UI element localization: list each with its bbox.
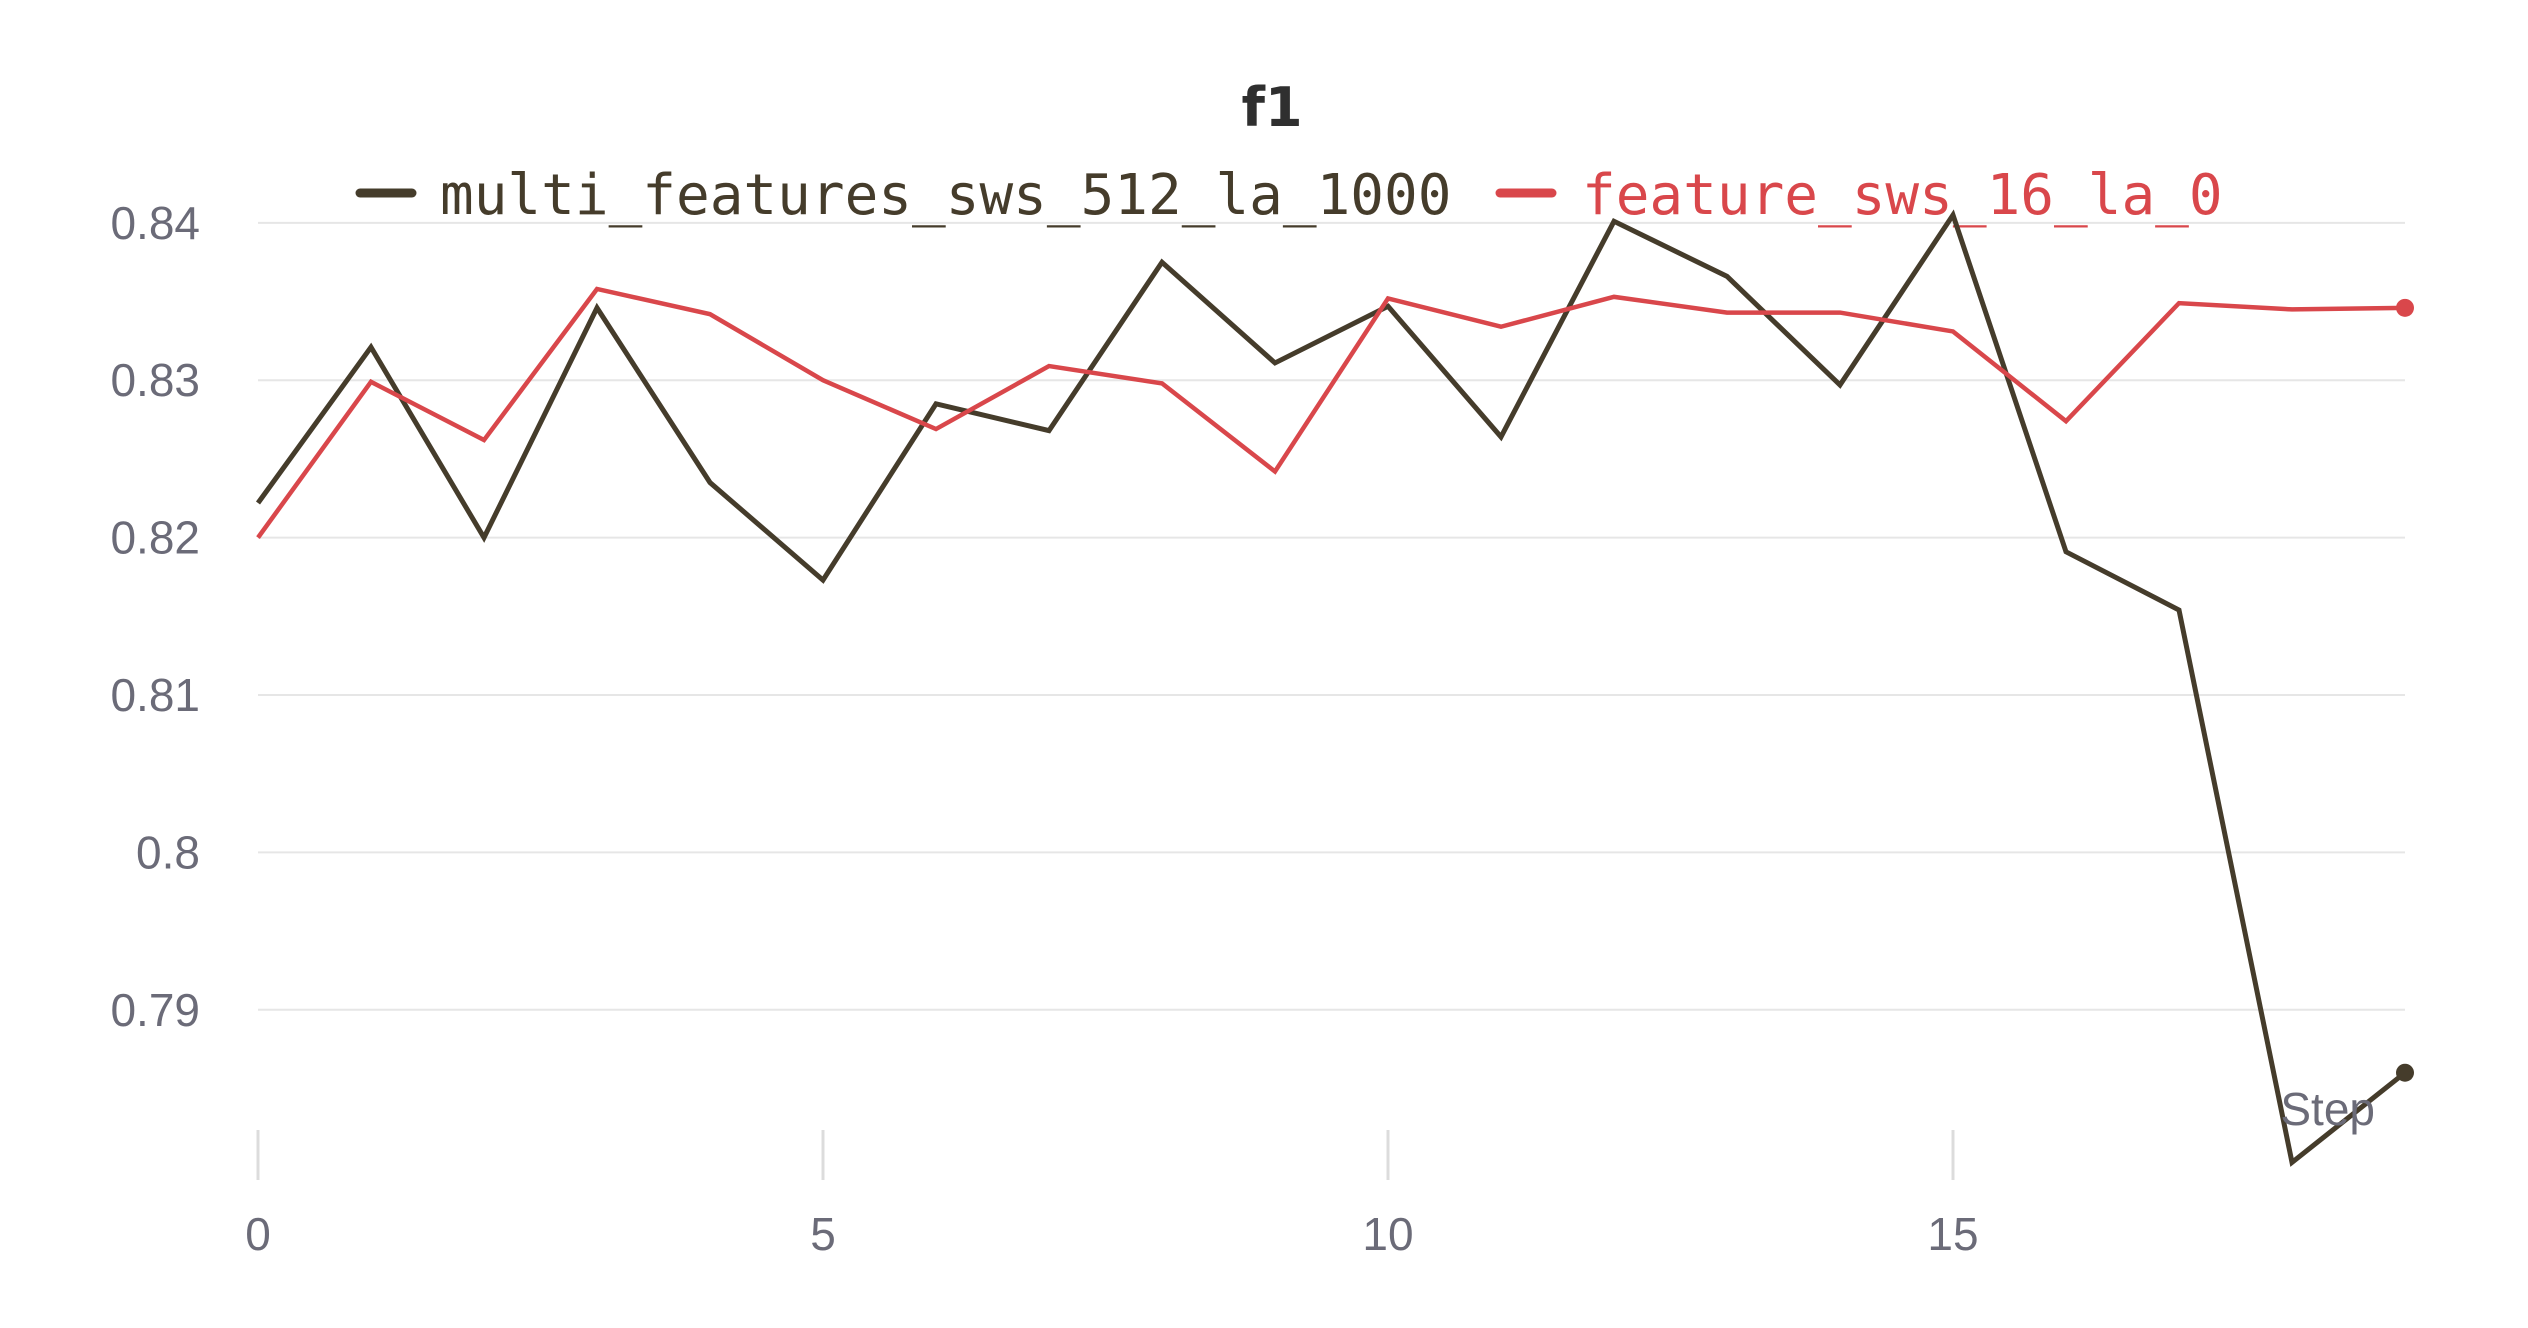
gridlines <box>258 221 2405 1011</box>
x-axis-ticks: 0 5 10 15 <box>245 1130 1979 1260</box>
series-line-1 <box>255 209 2407 1167</box>
legend-label-1: multi_features_sws_512_la_1000 <box>440 163 1451 228</box>
series-lines <box>255 209 2414 1167</box>
x-tick-label: 5 <box>810 1208 836 1260</box>
x-tick-label: 15 <box>1927 1208 1978 1260</box>
y-tick-label: 0.84 <box>110 197 200 249</box>
series-end-point-1 <box>2396 1063 2414 1082</box>
y-tick-label: 0.83 <box>110 354 200 406</box>
y-tick-label: 0.81 <box>110 669 200 721</box>
series-end-point-2 <box>2396 298 2414 317</box>
y-tick-label: 0.8 <box>136 826 200 878</box>
y-tick-label: 0.82 <box>110 512 200 564</box>
chart-title: f1 <box>1241 76 1302 139</box>
x-axis-label: Step <box>2280 1083 2375 1135</box>
y-axis-ticks: 0.79 0.8 0.81 0.82 0.83 0.84 <box>110 197 200 1036</box>
x-tick-label: 0 <box>245 1208 271 1260</box>
y-tick-label: 0.79 <box>110 984 200 1036</box>
legend-label-2: feature_sws_16_la_0 <box>1582 163 2223 228</box>
legend: multi_features_sws_512_la_1000 feature_sw… <box>355 163 2223 228</box>
series-line-2 <box>256 286 2406 539</box>
x-tick-label: 10 <box>1362 1208 1413 1260</box>
